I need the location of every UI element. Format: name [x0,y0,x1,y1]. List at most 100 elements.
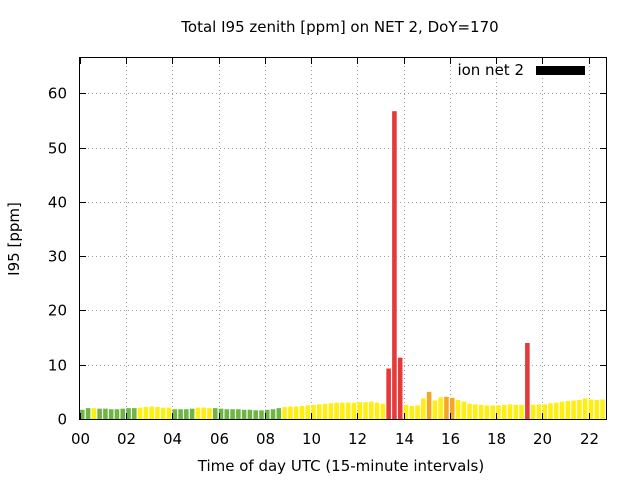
bar [571,400,576,419]
bar [201,407,206,419]
y-tick-label: 30 [48,248,67,266]
bar [449,397,455,419]
bar [149,406,154,419]
bar-series [80,111,605,419]
bar [172,409,178,419]
bar [386,368,391,419]
legend-swatch [536,66,585,75]
x-tick-label: 22 [580,430,599,448]
bar [582,398,588,419]
y-axis-label: I95 [ppm] [5,202,23,276]
y-tick-label: 40 [48,194,67,212]
chart-title: Total I95 zenith [ppm] on NET 2, DoY=170 [180,18,498,36]
y-tick-labels: 0 10 20 30 40 50 60 [48,85,67,429]
bar [409,405,415,419]
bar [496,405,501,419]
bar [276,408,282,419]
bar [421,398,426,419]
bar [484,405,490,419]
x-tick-label: 20 [533,430,552,448]
bar [380,403,386,419]
bar [340,402,345,419]
bar [288,406,293,419]
bar [189,408,195,419]
x-tick-labels: 00 02 04 06 08 10 12 14 16 18 20 22 [71,430,599,448]
bar [467,403,472,419]
x-tick-label: 18 [487,430,506,448]
y-tick-label: 60 [48,85,67,103]
bar [455,400,461,419]
x-tick-label: 04 [163,430,182,448]
bar [345,402,351,419]
bar [513,404,519,419]
bar [536,404,542,419]
bar [241,409,247,419]
bar [577,400,582,419]
bar [103,408,108,419]
bar [438,397,443,419]
bar [137,407,143,419]
bar [97,408,102,419]
bar [160,407,166,419]
bar [316,404,322,419]
bar [155,407,160,419]
bar [311,404,316,419]
bar [230,409,235,419]
bar [594,400,600,419]
x-axis-label: Time of day UTC (15-minute intervals) [197,457,484,475]
x-tick-label: 14 [395,430,414,448]
bar [259,410,264,419]
bar [247,409,253,419]
bar [432,400,438,419]
bar [392,111,397,419]
x-tick-label: 02 [117,430,136,448]
bar [478,404,484,419]
bar [403,404,409,419]
bar [444,396,449,419]
bar [212,408,218,419]
bar [114,409,120,419]
bar [166,407,172,419]
bar [553,402,559,419]
bar [473,404,478,419]
y-tick-label: 10 [48,357,67,375]
bar [588,399,594,419]
bar [426,391,432,419]
bar [363,402,368,419]
bar [490,405,495,419]
x-tick-label: 10 [302,430,321,448]
bar [132,408,137,419]
x-tick-label: 12 [348,430,367,448]
bar [305,405,311,419]
bar [293,406,299,419]
bar [264,409,270,419]
bar [565,401,571,419]
plot-frame [79,57,607,420]
bar [525,343,530,419]
bar [357,402,363,419]
x-tick-label: 00 [71,430,90,448]
bar [461,401,467,419]
bar [334,402,339,419]
bar [559,401,565,419]
bar [143,407,149,419]
bar [507,404,513,419]
bar [374,402,380,419]
bar [108,409,114,419]
bar [519,404,524,419]
bar [397,357,403,419]
bar [85,408,91,419]
bar [270,409,276,419]
bar [178,409,183,419]
bar [224,409,230,419]
x-tick-label: 16 [441,430,460,448]
bar [91,408,97,419]
bar [253,410,258,419]
axis-ticks [80,58,606,420]
bar [299,405,305,419]
bar [351,402,357,419]
x-tick-label: 06 [210,430,229,448]
legend: ion net 2 [457,61,585,79]
bar [328,403,334,419]
